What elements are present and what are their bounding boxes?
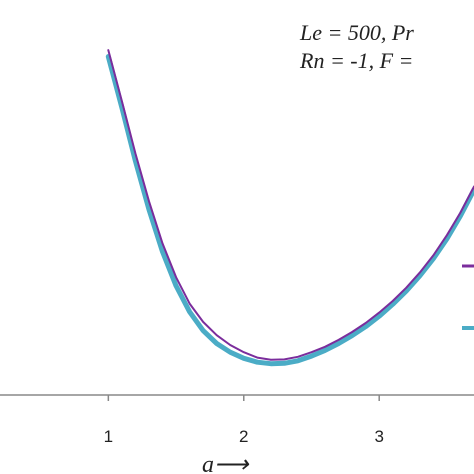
x-tick-label: 2	[239, 427, 248, 446]
series-line-2	[105, 54, 474, 367]
annotation-line-1: Le = 500, Pr	[299, 20, 414, 45]
x-ticks: 1 2 3	[104, 395, 384, 446]
annotation-line-2: Rn = -1, F =	[299, 48, 413, 73]
x-tick-label: 3	[374, 427, 383, 446]
series-line-1	[107, 49, 474, 361]
x-tick-label: 1	[104, 427, 113, 446]
x-axis-label: a⟶	[202, 452, 250, 474]
legend	[462, 264, 474, 330]
series-layer	[105, 49, 474, 367]
